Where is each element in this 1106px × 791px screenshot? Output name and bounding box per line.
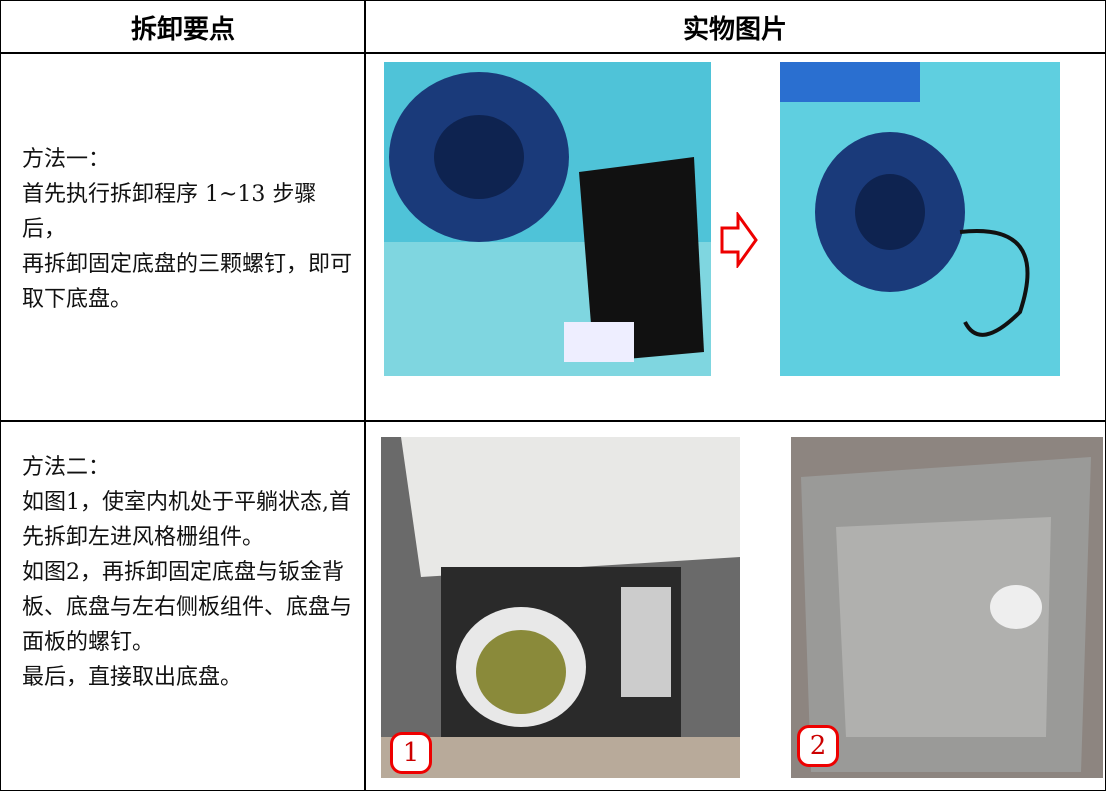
figure-label: 2	[797, 725, 839, 767]
figure-label: 1	[390, 732, 432, 774]
label-text: 2	[809, 731, 827, 761]
paragraph: 最后，直接取出底盘。	[22, 665, 243, 690]
photo	[384, 62, 711, 376]
paragraph: 首先执行拆卸程序 1~13 步骤后，	[22, 182, 317, 242]
label-text: 1	[402, 738, 420, 768]
paragraph: 如图2，再拆卸固定底盘与钣金背板、底盘与左右侧板组件、底盘与面板的螺钉。	[22, 560, 353, 655]
paragraph: 再拆卸固定底盘的三颗螺钉，即可取下底盘。	[22, 252, 353, 312]
header-cell: 实物图片	[364, 0, 1106, 54]
header-cell: 拆卸要点	[0, 0, 366, 54]
photo	[780, 62, 1060, 376]
text-cell	[0, 52, 366, 422]
method-text: 方法二： 如图1，使室内机处于平躺状态,首先拆卸左进风格栅组件。 如图2，再拆卸…	[22, 450, 352, 695]
header-text: 实物图片	[682, 14, 787, 45]
paragraph: 方法二：	[22, 455, 111, 480]
arrow	[720, 212, 758, 268]
photo	[791, 437, 1103, 778]
method-text: 方法一： 首先执行拆卸程序 1~13 步骤后， 再拆卸固定底盘的三颗螺钉，即可取…	[22, 142, 352, 317]
photo	[381, 437, 740, 778]
paragraph: 方法一：	[22, 147, 111, 172]
paragraph: 如图1，使室内机处于平躺状态,首先拆卸左进风格栅组件。	[22, 490, 351, 550]
header-text: 拆卸要点	[130, 14, 235, 45]
